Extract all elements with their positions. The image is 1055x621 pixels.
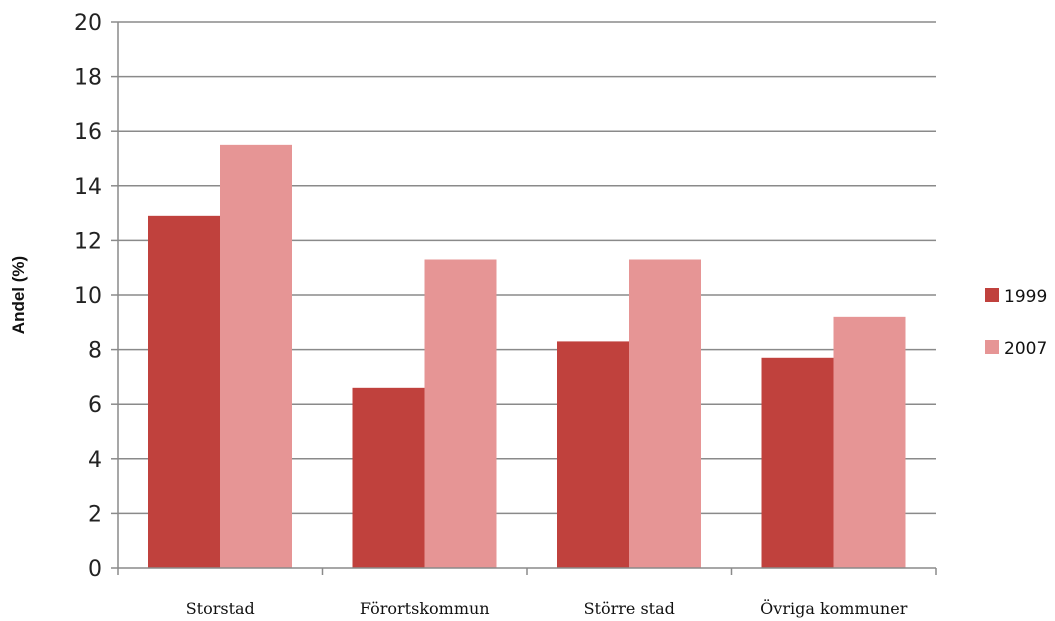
y-tick-label: 4 — [88, 448, 102, 473]
x-tick-label: Övriga kommuner — [760, 598, 908, 618]
legend-swatch — [985, 340, 999, 354]
legend-label: 2007 — [1004, 339, 1047, 359]
bar-1999-0 — [148, 215, 220, 568]
y-tick-label: 8 — [88, 339, 102, 364]
x-tick-label: Förortskommun — [360, 599, 490, 618]
x-tick-label: Storstad — [186, 599, 255, 618]
y-tick-label: 12 — [74, 229, 102, 254]
y-tick-label: 10 — [74, 284, 102, 309]
y-tick-label: 20 — [74, 11, 102, 36]
x-tick-label: Större stad — [584, 599, 675, 618]
y-tick-label: 18 — [74, 66, 102, 91]
bar-2007-0 — [220, 144, 292, 568]
y-axis-label: Andel (%) — [9, 256, 28, 334]
bar-2007-2 — [629, 259, 701, 568]
y-tick-label: 16 — [74, 120, 102, 145]
legend-label: 1999 — [1004, 287, 1047, 307]
x-tick-labels: Storstad Förortskommun Större stad Övriga k… — [117, 568, 937, 618]
y-tick-labels: 0 2 4 6 8 10 12 14 16 18 20 — [74, 11, 118, 582]
y-tick-label: 14 — [74, 175, 102, 200]
legend-swatch — [985, 288, 999, 302]
bar-1999-2 — [557, 341, 629, 568]
bars — [148, 144, 906, 568]
y-tick-label: 2 — [88, 502, 102, 527]
y-tick-label: 0 — [88, 557, 102, 582]
bar-2007-1 — [424, 259, 497, 568]
legend: 1999 2007 — [985, 287, 1047, 359]
bar-1999-3 — [761, 357, 834, 568]
bar-2007-3 — [833, 316, 906, 568]
y-tick-label: 6 — [88, 393, 102, 418]
bar-1999-1 — [352, 387, 425, 568]
